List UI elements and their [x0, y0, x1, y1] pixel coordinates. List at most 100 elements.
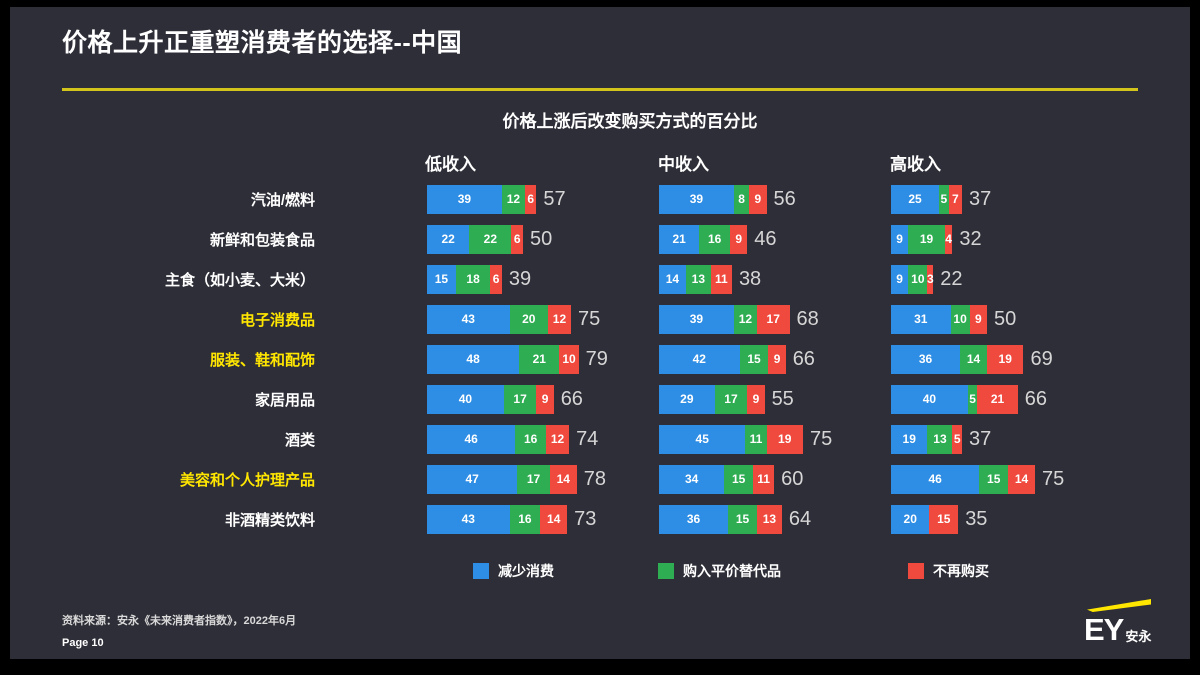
chart-row: 服装、鞋和配饰 48 21 10 79 42 15 9 66 36 14 19 69 — [10, 339, 1190, 379]
stacked-bar: 39 12 6 — [427, 184, 537, 214]
group-header-2: 中收入 — [658, 155, 709, 174]
stacked-bar: 39 12 17 — [659, 304, 790, 334]
bar-segment: 15 — [724, 464, 754, 494]
bar-slot: 15 18 6 39 — [427, 264, 659, 294]
bar-segment: 17 — [714, 384, 748, 414]
legend-item: 减少消费 — [473, 561, 554, 581]
bar-segment: 14 — [960, 344, 987, 374]
ey-logo-text: EY 安永 — [1084, 614, 1170, 645]
bar-total: 50 — [529, 227, 553, 250]
ey-beam-icon — [1087, 599, 1151, 612]
bar-segment: 14 — [549, 464, 577, 494]
bar-segment: 14 — [540, 504, 568, 534]
bar-total: 74 — [576, 427, 599, 450]
page-title: 价格上升正重塑消费者的选择--中国 — [62, 29, 463, 57]
bar-total: 75 — [1041, 467, 1065, 490]
stacked-bar: 21 16 9 — [659, 224, 748, 254]
stacked-bar: 14 13 11 — [659, 264, 732, 294]
bar-segment: 14 — [659, 264, 686, 294]
bar-segment: 12 — [733, 304, 757, 334]
bar-segment: 21 — [519, 344, 560, 374]
bar-segment: 9 — [891, 224, 909, 254]
stacked-bar: 29 17 9 — [659, 384, 765, 414]
stacked-bar: 47 17 14 — [427, 464, 577, 494]
bar-segment: 12 — [501, 184, 525, 214]
bar-segment: 8 — [733, 184, 750, 214]
bar-total: 60 — [781, 467, 804, 490]
stacked-bar: 25 5 7 — [891, 184, 963, 214]
chart-row: 主食（如小麦、大米） 15 18 6 39 14 13 11 38 9 10 3 22 — [10, 259, 1190, 299]
bar-slot: 39 8 9 56 — [659, 184, 891, 214]
bar-segment: 5 — [967, 384, 978, 414]
bar-slot: 19 13 5 37 — [891, 424, 1123, 454]
page-number: Page 10 — [62, 637, 104, 649]
bar-total: 46 — [754, 227, 777, 250]
bar-segment: 17 — [756, 304, 790, 334]
bar-slot: 22 22 6 50 — [427, 224, 659, 254]
bar-slot: 31 10 9 50 — [891, 304, 1123, 334]
stacked-bar: 9 10 3 — [891, 264, 934, 294]
category-label: 主食（如小麦、大米） — [164, 271, 315, 289]
category-label: 家居用品 — [254, 391, 315, 409]
bar-segment: 11 — [710, 264, 732, 294]
bar-segment: 15 — [728, 504, 757, 534]
stacked-bar: 20 15 — [891, 504, 959, 534]
chart-row: 家居用品 40 17 9 66 29 17 9 55 40 5 21 66 — [10, 379, 1190, 419]
bar-segment: 4 — [944, 224, 953, 254]
bar-segment: 13 — [685, 264, 711, 294]
chart-row: 非酒精类饮料 43 16 14 73 36 15 13 64 20 15 35 — [10, 499, 1190, 539]
stacked-bar: 43 16 14 — [427, 504, 568, 534]
bar-segment: 6 — [490, 264, 502, 294]
bar-segment: 39 — [659, 184, 734, 214]
bar-slot: 20 15 35 — [891, 504, 1123, 534]
bar-total: 32 — [959, 227, 982, 250]
bar-total: 64 — [788, 507, 812, 530]
category-label: 汽油/燃料 — [250, 191, 315, 209]
bar-segment: 48 — [427, 344, 520, 374]
bar-segment: 13 — [756, 504, 782, 534]
stacked-bar: 9 19 4 — [891, 224, 953, 254]
bar-slot: 46 16 12 74 — [427, 424, 659, 454]
title-underline — [62, 88, 1138, 91]
bar-slot: 42 15 9 66 — [659, 344, 891, 374]
bar-segment: 43 — [427, 504, 510, 534]
bar-segment: 19 — [766, 424, 803, 454]
bar-segment: 20 — [509, 304, 548, 334]
bar-segment: 45 — [659, 424, 746, 454]
group-header-3: 高收入 — [890, 155, 941, 174]
bar-segment: 21 — [977, 384, 1018, 414]
bar-segment: 15 — [427, 264, 456, 294]
category-label: 新鲜和包装食品 — [209, 231, 315, 249]
bar-segment: 7 — [948, 184, 963, 214]
stacked-bar: 48 21 10 — [427, 344, 579, 374]
bar-slot: 39 12 17 68 — [659, 304, 891, 334]
bar-total: 79 — [585, 347, 608, 370]
bar-segment: 11 — [753, 464, 775, 494]
stacked-bar: 39 8 9 — [659, 184, 767, 214]
chart-rows: 汽油/燃料 39 12 6 57 39 8 9 56 25 5 7 37 新鲜和包装食品 22 22 6 50 21… — [10, 179, 1190, 539]
ey-logo-ey: EY — [1084, 612, 1124, 647]
ey-logo-cn: 安永 — [1125, 629, 1152, 644]
bar-slot: 29 17 9 55 — [659, 384, 891, 414]
bar-segment: 6 — [511, 224, 523, 254]
bar-total: 37 — [969, 187, 992, 210]
category-label: 电子消费品 — [239, 311, 315, 329]
chart-row: 酒类 46 16 12 74 45 11 19 75 19 13 5 37 — [10, 419, 1190, 459]
bar-slot: 9 10 3 22 — [891, 264, 1123, 294]
bar-segment: 18 — [455, 264, 491, 294]
bar-total: 55 — [771, 387, 794, 410]
bar-total: 39 — [508, 267, 532, 290]
bar-segment: 16 — [699, 224, 731, 254]
category-label: 服装、鞋和配饰 — [209, 351, 315, 369]
legend-label: 减少消费 — [498, 563, 554, 579]
bar-segment: 40 — [427, 384, 504, 414]
bar-segment: 9 — [536, 384, 554, 414]
legend-swatch — [473, 563, 489, 579]
bar-segment: 10 — [908, 264, 928, 294]
bar-segment: 10 — [559, 344, 579, 374]
bar-segment: 10 — [950, 304, 970, 334]
bar-segment: 15 — [739, 344, 769, 374]
bar-total: 66 — [560, 387, 583, 410]
stacked-bar: 15 18 6 — [427, 264, 502, 294]
bar-segment: 34 — [659, 464, 725, 494]
